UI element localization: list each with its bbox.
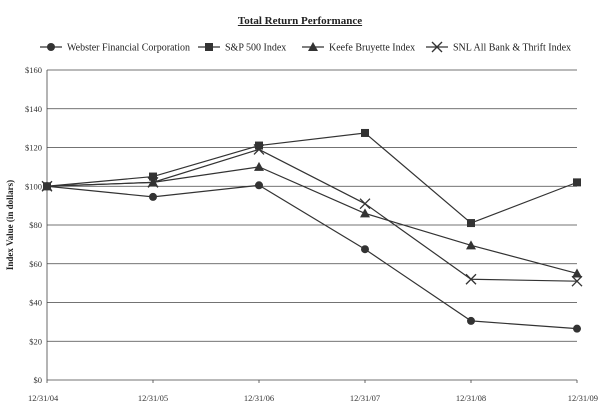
- legend-item: S&P 500 Index: [198, 43, 286, 54]
- x-tick-label: 12/31/04: [28, 393, 59, 403]
- data-point-triangle: [572, 268, 582, 278]
- series-line: [46, 148, 578, 282]
- legend-item: SNL All Bank & Thrift Index: [426, 41, 571, 54]
- x-tick-label: 12/31/08: [456, 393, 486, 403]
- legend-item: Keefe Bruyette Index: [302, 42, 415, 54]
- data-point-square: [573, 178, 581, 187]
- y-tick-label: $60: [29, 259, 42, 269]
- data-point-x: [465, 273, 477, 285]
- data-point-x: [359, 198, 371, 210]
- y-tick-label: $100: [25, 181, 42, 191]
- legend-label: Webster Financial Corporation: [67, 43, 190, 54]
- data-point-x: [253, 143, 265, 155]
- data-point-circle: [361, 245, 369, 254]
- data-point-square: [149, 172, 157, 181]
- y-tick-label: $140: [25, 104, 42, 114]
- series-group: [41, 128, 583, 333]
- y-tick-label: $40: [29, 298, 42, 308]
- data-point-square: [467, 219, 475, 228]
- x-tick-label: 12/31/05: [138, 393, 168, 403]
- data-point-square: [255, 141, 263, 150]
- y-tick-label: $20: [29, 336, 42, 346]
- data-point-circle: [573, 324, 581, 333]
- y-tick-label: $160: [25, 65, 42, 75]
- data-point-circle: [467, 316, 475, 325]
- data-point-triangle: [360, 208, 370, 218]
- x-axis-ticks: 12/31/04 12/31/05 12/31/06 12/31/07 12/31/08…: [28, 380, 598, 403]
- legend: Webster Financial Corporation S&P 500 Ind…: [40, 41, 571, 54]
- data-point-x: [571, 275, 583, 287]
- legend-marker-x: [431, 41, 443, 53]
- y-axis-ticks: $0 $20 $40 $60 $80 $100 $120 $140 $160: [25, 65, 42, 385]
- x-tick-label: 12/31/06: [244, 393, 274, 403]
- series-4: [41, 143, 583, 287]
- y-tick-label: $0: [34, 375, 43, 385]
- data-point-circle: [255, 181, 263, 190]
- x-tick-label: 12/31/09: [568, 393, 598, 403]
- series-1: [43, 181, 581, 333]
- legend-marker-circle: [47, 43, 55, 51]
- data-point-x: [147, 176, 159, 188]
- series-line: [46, 184, 578, 330]
- data-point-triangle: [466, 240, 476, 250]
- series-2: [43, 128, 581, 228]
- data-point-circle: [149, 192, 157, 201]
- data-point-x: [41, 180, 53, 192]
- legend-label: SNL All Bank & Thrift Index: [453, 43, 571, 54]
- data-point-square: [361, 128, 369, 137]
- legend-marker-square: [205, 43, 213, 51]
- gridlines: [46, 69, 577, 381]
- y-axis-title: Index Value (in dollars): [5, 180, 15, 270]
- series-line: [46, 132, 578, 224]
- legend-label: Keefe Bruyette Index: [329, 43, 415, 54]
- chart-title: Total Return Performance: [237, 15, 363, 27]
- data-point-triangle: [254, 161, 264, 171]
- y-tick-label: $120: [25, 143, 42, 153]
- y-tick-label: $80: [29, 220, 42, 230]
- legend-label: S&P 500 Index: [225, 43, 286, 54]
- x-tick-label: 12/31/07: [350, 393, 380, 403]
- legend-marker-triangle: [308, 42, 318, 51]
- legend-item: Webster Financial Corporation: [40, 43, 190, 54]
